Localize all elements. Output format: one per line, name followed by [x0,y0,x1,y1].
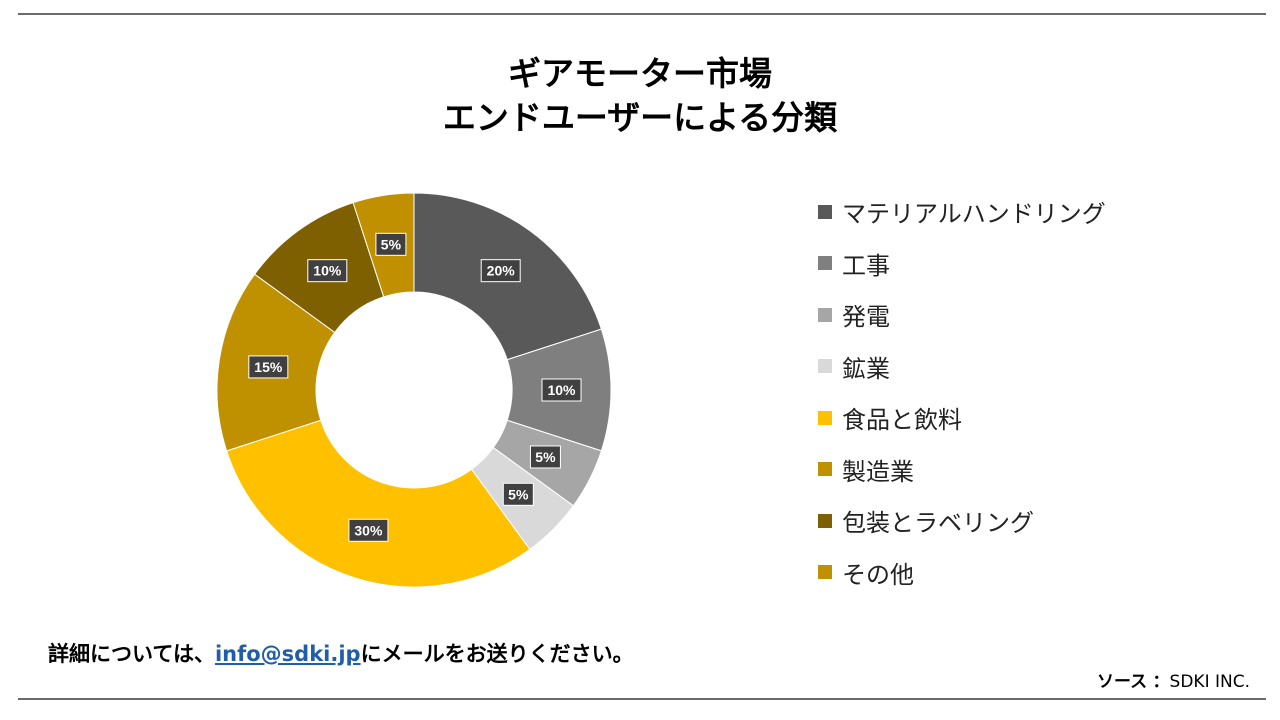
contact-note: 詳細については、info@sdki.jpにメールをお送りください。 [48,638,634,668]
legend-item: 包装とラベリング [818,495,1106,547]
slice-data-label: 15% [248,355,289,379]
legend-swatch [818,410,832,425]
legend-swatch [818,204,832,219]
legend-item: 工事 [818,238,1106,290]
slice-data-label: 5% [529,445,561,469]
legend-label: 工事 [842,251,890,280]
label-box [502,482,534,506]
label-text: 15% [254,359,283,375]
contact-note-suffix: にメールをお送りください。 [360,642,634,666]
email-link[interactable]: info@sdki.jp [214,642,361,666]
slice-data-label: 30% [348,518,389,542]
legend-swatch [818,565,832,580]
legend-swatch [818,462,832,477]
source-credit: ソース ：SDKI INC. [1097,667,1250,692]
legend-item: 製造業 [818,444,1106,496]
legend-label: マテリアルハンドリング [842,200,1106,229]
donut-chart: 20% 10% 5% 5% 30% 15% 10% 5% [216,192,612,588]
contact-note-prefix: 詳細については、 [48,642,215,666]
legend-item: マテリアルハンドリング [818,186,1106,238]
label-box [480,259,521,283]
source-value: SDKI INC. [1169,672,1250,692]
chart-title: ギアモーター市場 エンドユーザーによる分類 [0,52,1280,140]
legend-item: 食品と飲料 [818,392,1106,444]
legend-label: 鉱業 [842,354,890,383]
title-line-1: ギアモーター市場 [508,54,772,93]
label-box [541,378,582,402]
slice-data-label: 5% [375,232,407,256]
legend-swatch [818,307,832,322]
slice-data-label: 10% [541,378,582,402]
bottom-rule [18,698,1266,700]
label-box [248,355,289,379]
legend-swatch [818,256,832,271]
top-rule [18,13,1266,15]
label-text: 30% [354,522,383,538]
title-line-2: エンドユーザーによる分類 [442,98,838,137]
legend-label: 包装とラベリング [842,509,1034,538]
slice-data-label: 20% [480,259,521,283]
source-label: ソース [1096,672,1148,692]
legend-item: 発電 [818,289,1106,341]
legend-label: 食品と飲料 [842,406,962,435]
label-box [375,232,407,256]
legend-label: 発電 [842,303,890,332]
slice-data-label: 10% [307,259,348,283]
label-box [307,259,348,283]
donut-slice [226,419,531,588]
legend-item: 鉱業 [818,341,1106,393]
slice-data-label: 5% [502,482,534,506]
legend-label: その他 [842,560,914,589]
label-box [529,445,561,469]
label-text: 5% [508,486,529,502]
source-separator: ： [1152,672,1170,692]
legend-label: 製造業 [842,457,914,486]
legend: マテリアルハンドリング 工事発電鉱業食品と飲料製造業包装とラベリング その他 [818,186,1106,598]
label-box [348,518,389,542]
label-text: 5% [381,236,402,252]
label-text: 20% [487,263,516,279]
label-text: 10% [313,263,342,279]
legend-swatch [818,513,832,528]
legend-swatch [818,359,832,374]
legend-item: その他 [818,547,1106,599]
label-text: 5% [535,449,556,465]
label-text: 10% [547,382,576,398]
